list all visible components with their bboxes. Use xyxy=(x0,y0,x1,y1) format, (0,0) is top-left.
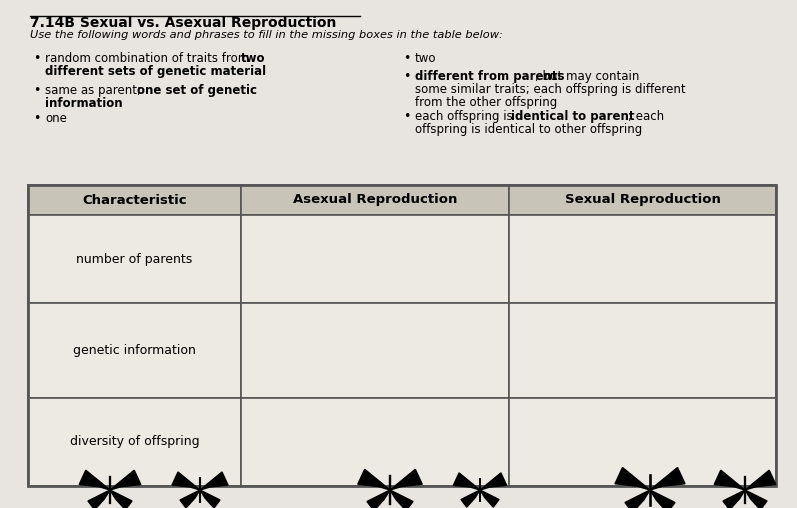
Polygon shape xyxy=(745,490,767,508)
Polygon shape xyxy=(650,467,685,490)
Bar xyxy=(241,303,509,398)
Text: two: two xyxy=(241,52,265,65)
Bar xyxy=(28,303,241,398)
Text: identical to parent: identical to parent xyxy=(511,110,634,123)
Polygon shape xyxy=(172,472,200,490)
Bar xyxy=(509,185,776,215)
Text: each offspring is: each offspring is xyxy=(415,110,516,123)
Polygon shape xyxy=(480,490,499,507)
Text: Sexual Reproduction: Sexual Reproduction xyxy=(564,194,720,206)
Text: from the other offspring: from the other offspring xyxy=(415,96,557,109)
Text: •: • xyxy=(33,52,41,65)
Polygon shape xyxy=(390,469,422,490)
Polygon shape xyxy=(79,470,110,490)
Polygon shape xyxy=(358,469,390,490)
Bar xyxy=(28,185,776,486)
Polygon shape xyxy=(650,490,675,508)
Text: •: • xyxy=(403,110,410,123)
Polygon shape xyxy=(461,490,480,507)
Polygon shape xyxy=(110,490,132,508)
Text: offspring is identical to other offspring: offspring is identical to other offsprin… xyxy=(415,123,642,136)
Polygon shape xyxy=(625,490,650,508)
Polygon shape xyxy=(367,490,390,508)
Polygon shape xyxy=(453,473,480,490)
Polygon shape xyxy=(714,470,745,490)
Bar xyxy=(241,398,509,486)
Text: diversity of offspring: diversity of offspring xyxy=(70,435,199,449)
Bar xyxy=(241,215,509,303)
Polygon shape xyxy=(480,473,507,490)
Text: some similar traits; each offspring is different: some similar traits; each offspring is d… xyxy=(415,83,685,96)
Bar xyxy=(509,215,776,303)
Text: one set of genetic: one set of genetic xyxy=(137,84,257,97)
Text: different from parents: different from parents xyxy=(415,70,564,83)
Polygon shape xyxy=(390,490,413,508)
Text: ; each: ; each xyxy=(628,110,664,123)
Bar xyxy=(28,215,241,303)
Polygon shape xyxy=(180,490,200,508)
Text: , but may contain: , but may contain xyxy=(535,70,639,83)
Text: one: one xyxy=(45,112,67,125)
Text: number of parents: number of parents xyxy=(77,252,193,266)
Text: same as parent;: same as parent; xyxy=(45,84,145,97)
Bar xyxy=(509,398,776,486)
Polygon shape xyxy=(615,467,650,490)
Polygon shape xyxy=(200,472,228,490)
Polygon shape xyxy=(745,470,775,490)
Text: two: two xyxy=(415,52,437,65)
Text: Asexual Reproduction: Asexual Reproduction xyxy=(292,194,457,206)
Text: Characteristic: Characteristic xyxy=(82,194,187,206)
Text: •: • xyxy=(33,84,41,97)
Bar xyxy=(241,185,509,215)
Text: genetic information: genetic information xyxy=(73,344,196,357)
Polygon shape xyxy=(110,470,141,490)
Text: different sets of genetic material: different sets of genetic material xyxy=(45,65,266,78)
Text: •: • xyxy=(33,112,41,125)
Text: •: • xyxy=(403,52,410,65)
Text: Use the following words and phrases to fill in the missing boxes in the table be: Use the following words and phrases to f… xyxy=(30,30,503,40)
Polygon shape xyxy=(200,490,220,508)
Polygon shape xyxy=(88,490,110,508)
Text: 7.14B Sexual vs. Asexual Reproduction: 7.14B Sexual vs. Asexual Reproduction xyxy=(30,16,336,30)
Text: random combination of traits from: random combination of traits from xyxy=(45,52,253,65)
Text: •: • xyxy=(403,70,410,83)
Polygon shape xyxy=(723,490,745,508)
Bar xyxy=(28,398,241,486)
Bar xyxy=(509,303,776,398)
Bar xyxy=(28,185,241,215)
Text: information: information xyxy=(45,97,123,110)
